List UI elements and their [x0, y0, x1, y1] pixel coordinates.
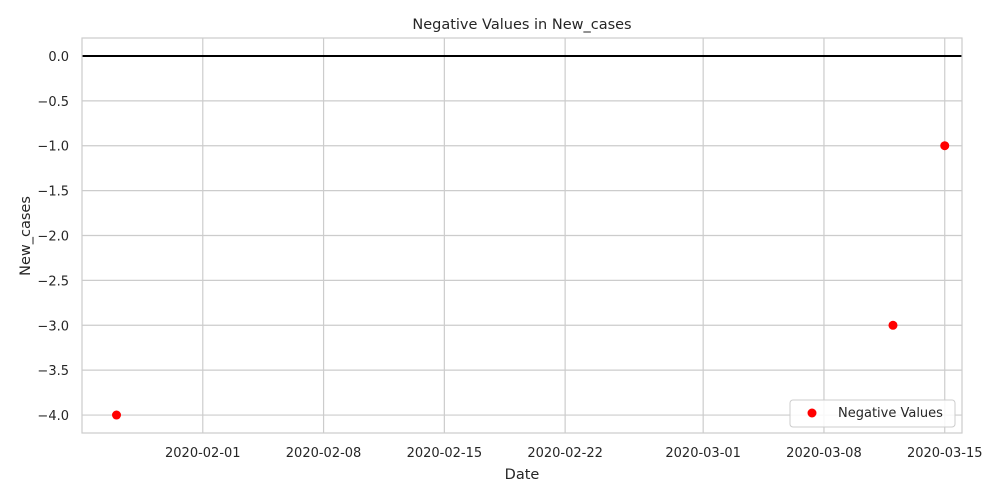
x-tick-labels: 2020-02-01 2020-02-08 2020-02-15 2020-02-22…	[165, 446, 983, 461]
legend: Negative Values	[789, 399, 956, 428]
y-gridlines	[82, 100, 962, 416]
y-tick-label: −1.0	[37, 140, 69, 155]
y-tick-label: −1.5	[37, 185, 69, 200]
y-tick-label: −2.0	[37, 230, 69, 245]
y-tick-label: −4.0	[37, 409, 69, 424]
x-tick-label: 2020-03-15	[907, 446, 983, 461]
y-tick-label: −0.5	[37, 95, 69, 110]
legend-box	[789, 399, 956, 428]
legend-marker	[807, 408, 817, 418]
x-tick-label: 2020-02-15	[407, 446, 483, 461]
x-tick-label: 2020-02-08	[286, 446, 362, 461]
x-tick-label: 2020-02-22	[527, 446, 603, 461]
data-point	[888, 320, 898, 330]
data-point	[940, 141, 950, 151]
x-tick-label: 2020-03-01	[665, 446, 741, 461]
x-tick-label: 2020-02-01	[165, 446, 241, 461]
data-point	[112, 410, 122, 420]
x-axis-label: Date	[505, 467, 540, 483]
y-tick-label: 0.0	[48, 50, 69, 65]
y-tick-label: −3.0	[37, 319, 69, 334]
data-points	[112, 141, 950, 420]
chart-title: Negative Values in New_cases	[412, 17, 631, 33]
y-tick-label: −2.5	[37, 274, 69, 289]
y-tick-label: −3.5	[37, 364, 69, 379]
legend-label: Negative Values	[838, 406, 943, 421]
y-axis-label: New_cases	[18, 196, 34, 276]
y-tick-labels: 0.0 −0.5 −1.0 −1.5 −2.0 −2.5 −3.0 −3.5 −4.0	[37, 50, 69, 424]
plot-area-frame	[81, 37, 963, 434]
x-tick-label: 2020-03-08	[786, 446, 862, 461]
